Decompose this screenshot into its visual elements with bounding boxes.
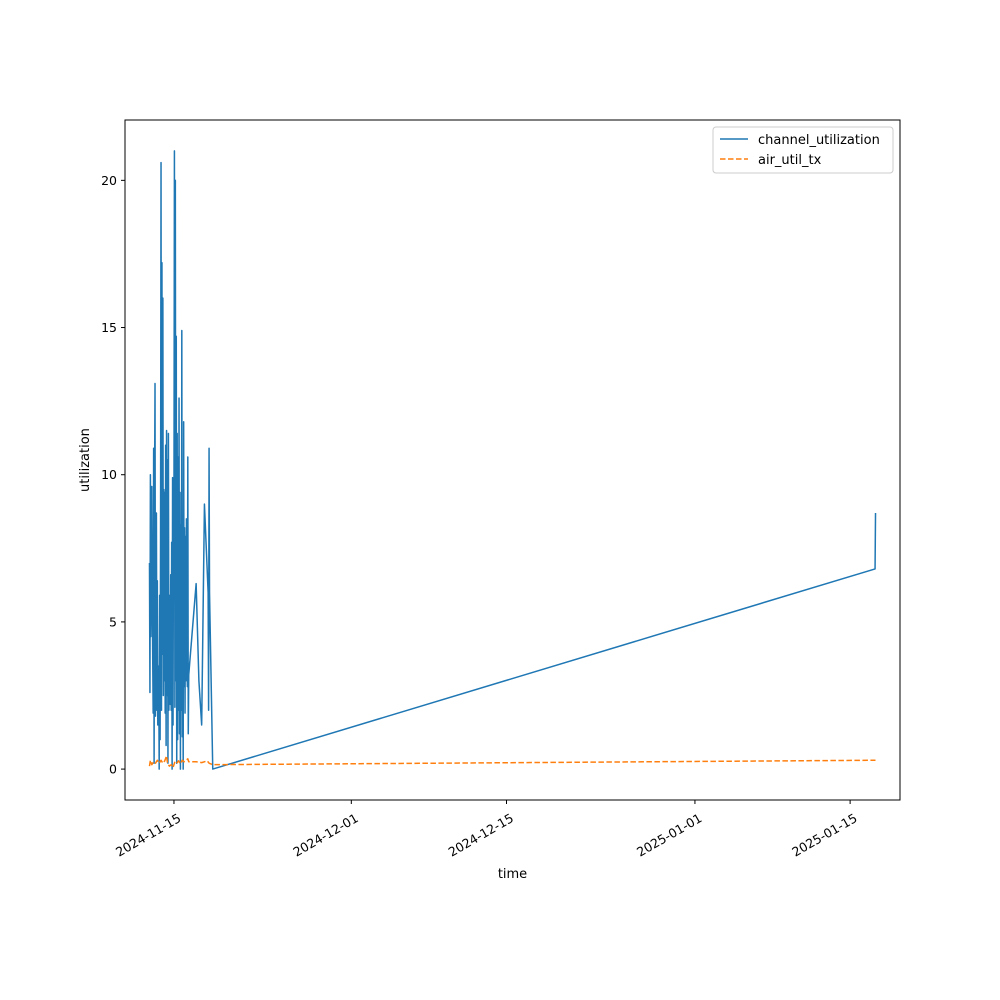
y-axis: 0 5 10 15 20 [101, 173, 125, 777]
y-tick-label: 0 [109, 762, 117, 777]
y-tick-label: 15 [101, 320, 117, 335]
y-tick-label: 20 [101, 173, 117, 188]
legend-label-channel-utilization: channel_utilization [758, 133, 880, 148]
y-tick-label: 5 [109, 614, 117, 629]
x-axis: 2024-11-15 2024-12-01 2024-12-15 2025-01-01… [113, 800, 860, 860]
series-layer [148, 150, 877, 770]
x-tick-label: 2025-01-15 [789, 810, 859, 859]
x-tick-label: 2024-12-15 [446, 810, 516, 859]
series-line-channel-utilization [148, 150, 877, 770]
x-axis-label: time [498, 867, 527, 882]
x-tick-label: 2025-01-01 [634, 810, 704, 859]
series-line-air-util-tx [148, 755, 876, 769]
x-tick-label: 2024-11-15 [113, 810, 183, 859]
legend: channel_utilization air_util_tx [712, 126, 894, 174]
legend-box [712, 126, 894, 174]
y-tick-label: 10 [101, 467, 117, 482]
x-tick-label: 2024-12-01 [290, 810, 360, 859]
legend-label-air-util-tx: air_util_tx [758, 153, 822, 168]
y-axis-label: utilization [78, 428, 93, 492]
plot-frame [124, 119, 901, 801]
